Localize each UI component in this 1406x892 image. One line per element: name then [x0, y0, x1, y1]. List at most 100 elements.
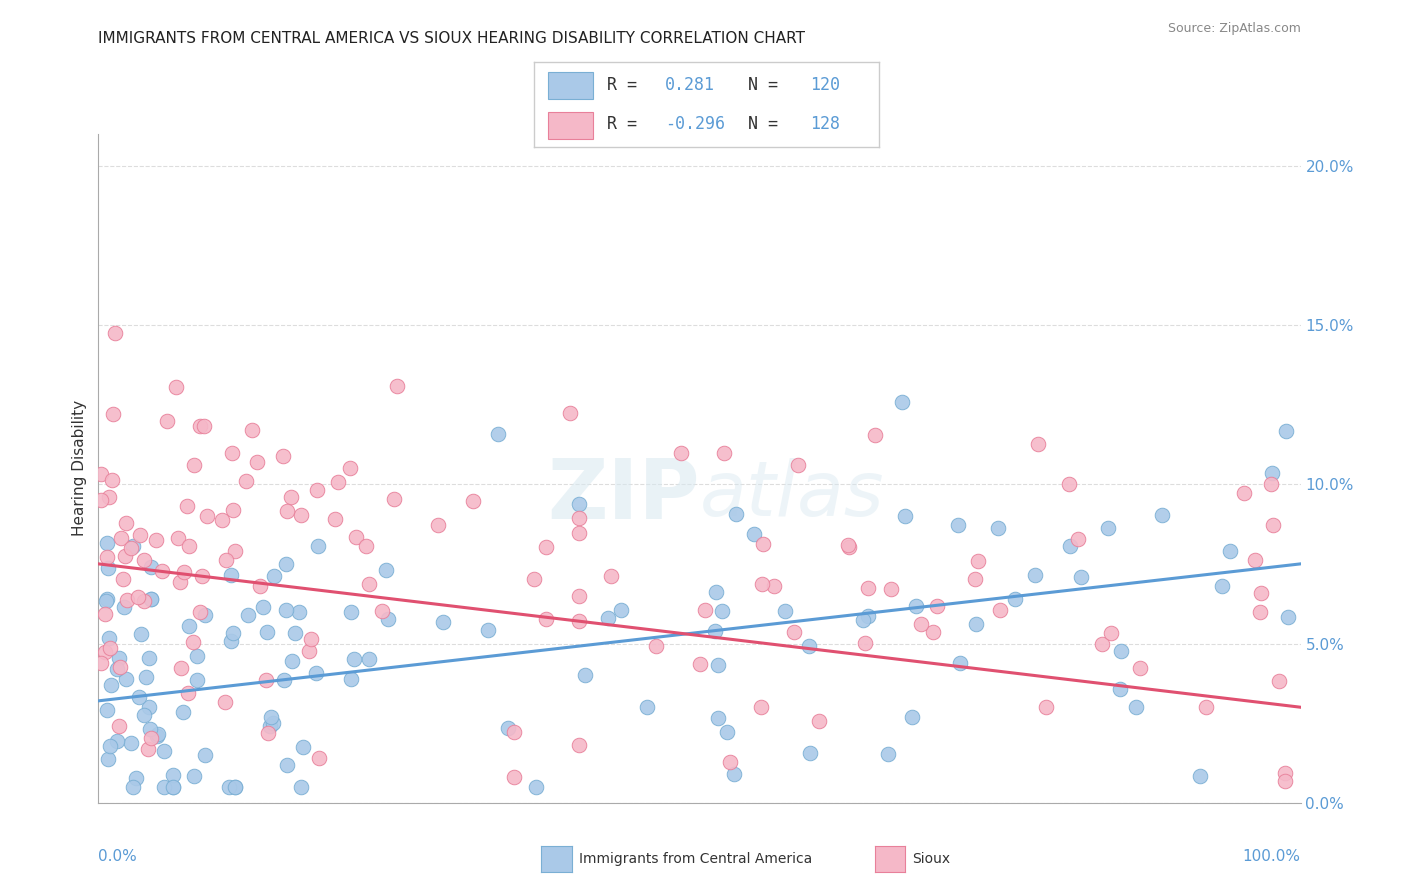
Point	[707, 711, 730, 725]
Point	[787, 458, 810, 473]
Point	[965, 617, 987, 632]
Point	[96, 536, 118, 550]
Text: Sioux: Sioux	[912, 852, 950, 866]
Point	[323, 511, 346, 525]
Point	[98, 490, 121, 504]
Point	[558, 406, 581, 420]
Point	[689, 657, 711, 672]
Point	[1211, 579, 1233, 593]
Point	[852, 613, 875, 627]
Point	[671, 446, 693, 460]
Point	[108, 718, 131, 732]
Text: atlas: atlas	[700, 458, 884, 532]
Point	[134, 670, 156, 684]
Point	[636, 700, 658, 714]
Point	[138, 650, 160, 665]
Point	[259, 719, 281, 733]
Point	[1260, 466, 1282, 480]
Point	[224, 544, 246, 558]
Point	[263, 568, 285, 582]
Point	[218, 780, 240, 794]
Point	[799, 746, 821, 760]
Point	[128, 528, 150, 542]
Point	[108, 651, 131, 665]
Point	[963, 572, 986, 586]
Point	[224, 780, 246, 794]
Point	[150, 564, 173, 578]
Point	[987, 521, 1010, 535]
Point	[183, 458, 205, 473]
Point	[382, 492, 405, 507]
Point	[837, 538, 859, 552]
Point	[290, 780, 312, 794]
Point	[1274, 774, 1296, 789]
Point	[100, 640, 122, 655]
Point	[290, 508, 312, 522]
Point	[127, 590, 149, 604]
Point	[305, 483, 328, 497]
Point	[273, 673, 295, 687]
Point	[136, 742, 159, 756]
Point	[256, 726, 278, 740]
Point	[305, 665, 328, 680]
Point	[156, 414, 179, 428]
Point	[693, 603, 716, 617]
Point	[101, 407, 124, 421]
Point	[152, 744, 174, 758]
Point	[596, 610, 619, 624]
Point	[98, 739, 121, 753]
Point	[167, 531, 190, 545]
Point	[112, 599, 135, 614]
Point	[145, 533, 167, 547]
Point	[111, 572, 134, 586]
Point	[949, 656, 972, 670]
Point	[1219, 544, 1241, 558]
Text: Immigrants from Central America: Immigrants from Central America	[579, 852, 813, 866]
Point	[359, 652, 381, 666]
Text: 100.0%: 100.0%	[1243, 849, 1301, 863]
Point	[96, 703, 118, 717]
Point	[1067, 532, 1090, 546]
Point	[97, 561, 120, 575]
Point	[534, 540, 557, 554]
Point	[568, 739, 591, 753]
Point	[246, 454, 269, 468]
Point	[502, 770, 524, 784]
Point	[110, 532, 132, 546]
Point	[262, 715, 284, 730]
Point	[94, 607, 117, 621]
Point	[927, 599, 949, 614]
Point	[340, 605, 363, 619]
Point	[568, 589, 591, 603]
Point	[97, 752, 120, 766]
Point	[599, 569, 621, 583]
Point	[105, 662, 128, 676]
Point	[219, 568, 242, 582]
Point	[339, 672, 361, 686]
Point	[568, 497, 591, 511]
Point	[90, 467, 112, 481]
Point	[863, 428, 886, 442]
Point	[723, 767, 745, 781]
Point	[568, 510, 591, 524]
Point	[222, 503, 245, 517]
Point	[120, 541, 142, 556]
Point	[344, 530, 367, 544]
Point	[1099, 625, 1122, 640]
Point	[90, 492, 112, 507]
Point	[148, 727, 170, 741]
Point	[716, 724, 738, 739]
Point	[139, 591, 162, 606]
Point	[1024, 567, 1046, 582]
Y-axis label: Hearing Disability: Hearing Disability	[72, 401, 87, 536]
Point	[946, 517, 969, 532]
Point	[1268, 673, 1291, 688]
Point	[235, 474, 257, 488]
Point	[751, 577, 773, 591]
Point	[486, 426, 509, 441]
Point	[856, 581, 879, 595]
Text: 0.0%: 0.0%	[98, 849, 138, 863]
Text: 120: 120	[810, 77, 839, 95]
Point	[153, 780, 176, 794]
Text: IMMIGRANTS FROM CENTRAL AMERICA VS SIOUX HEARING DISABILITY CORRELATION CHART: IMMIGRANTS FROM CENTRAL AMERICA VS SIOUX…	[98, 31, 806, 46]
